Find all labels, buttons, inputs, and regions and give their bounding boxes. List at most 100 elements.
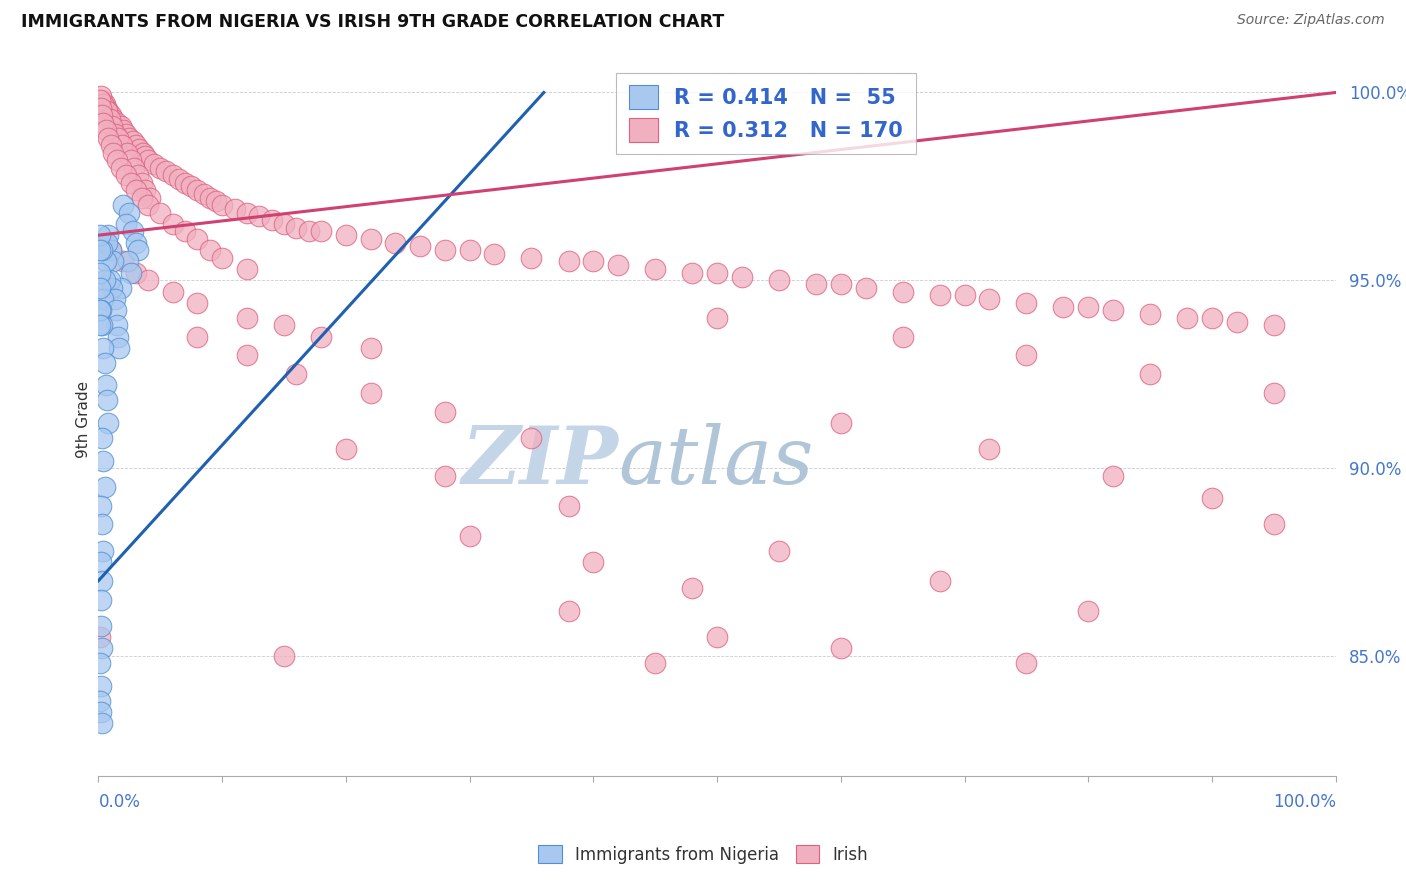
Point xyxy=(93,115,115,129)
Point xyxy=(830,416,852,430)
Point xyxy=(211,251,233,265)
Point xyxy=(273,318,295,333)
Point xyxy=(855,281,877,295)
Point xyxy=(91,318,114,333)
Point xyxy=(90,303,112,318)
Point xyxy=(139,191,162,205)
Point xyxy=(117,254,139,268)
Point xyxy=(100,108,122,122)
Point xyxy=(928,574,950,588)
Point xyxy=(93,96,115,111)
Point xyxy=(681,581,703,595)
Point xyxy=(1077,604,1099,618)
Text: 100.0%: 100.0% xyxy=(1272,793,1336,811)
Point xyxy=(335,228,357,243)
Point xyxy=(90,89,112,103)
Point xyxy=(107,130,129,145)
Point xyxy=(1102,468,1125,483)
Point xyxy=(520,431,543,445)
Point xyxy=(89,228,111,243)
Point xyxy=(122,224,145,238)
Point xyxy=(98,273,121,287)
Point xyxy=(1175,310,1198,325)
Point xyxy=(136,198,159,212)
Point xyxy=(891,285,914,299)
Point xyxy=(186,232,208,246)
Point xyxy=(105,115,128,129)
Point xyxy=(582,254,605,268)
Point xyxy=(162,217,184,231)
Point xyxy=(124,138,146,153)
Point xyxy=(706,630,728,644)
Point xyxy=(384,235,406,250)
Point xyxy=(607,258,630,272)
Point xyxy=(93,356,115,370)
Point xyxy=(224,202,246,216)
Text: atlas: atlas xyxy=(619,424,814,500)
Point xyxy=(285,367,308,381)
Point xyxy=(1263,386,1285,401)
Point xyxy=(120,153,142,167)
Point xyxy=(89,244,111,258)
Point xyxy=(93,341,115,355)
Text: IMMIGRANTS FROM NIGERIA VS IRISH 9TH GRADE CORRELATION CHART: IMMIGRANTS FROM NIGERIA VS IRISH 9TH GRA… xyxy=(21,13,724,31)
Point xyxy=(107,329,129,343)
Point xyxy=(90,555,112,569)
Point xyxy=(149,161,172,175)
Point xyxy=(111,138,134,153)
Point xyxy=(804,277,827,291)
Point xyxy=(127,168,149,182)
Point xyxy=(101,281,124,295)
Point xyxy=(118,130,141,145)
Point xyxy=(433,468,456,483)
Point xyxy=(89,281,111,295)
Point xyxy=(104,303,127,318)
Point xyxy=(93,273,115,287)
Point xyxy=(891,329,914,343)
Point xyxy=(953,288,976,302)
Point xyxy=(100,244,122,258)
Point xyxy=(103,254,125,268)
Point xyxy=(167,172,190,186)
Point xyxy=(830,277,852,291)
Point xyxy=(458,244,481,258)
Point xyxy=(143,157,166,171)
Point xyxy=(1201,310,1223,325)
Point xyxy=(186,295,208,310)
Point xyxy=(89,318,111,333)
Point xyxy=(198,191,221,205)
Point xyxy=(1015,348,1038,362)
Point xyxy=(100,244,122,258)
Point xyxy=(127,244,149,258)
Point xyxy=(1015,295,1038,310)
Point xyxy=(149,205,172,219)
Point xyxy=(115,145,138,160)
Point xyxy=(96,235,118,250)
Point xyxy=(731,269,754,284)
Point xyxy=(174,176,197,190)
Point xyxy=(1263,318,1285,333)
Point xyxy=(1201,491,1223,505)
Point xyxy=(285,220,308,235)
Point xyxy=(458,529,481,543)
Point xyxy=(681,266,703,280)
Point xyxy=(90,592,112,607)
Point xyxy=(96,393,118,408)
Point xyxy=(134,183,156,197)
Point xyxy=(120,176,142,190)
Point xyxy=(90,679,112,693)
Point xyxy=(90,705,112,719)
Point xyxy=(97,130,120,145)
Point xyxy=(94,254,117,268)
Point xyxy=(830,641,852,656)
Point xyxy=(124,235,146,250)
Point xyxy=(103,292,125,306)
Point xyxy=(582,555,605,569)
Point xyxy=(103,112,125,126)
Point xyxy=(128,142,150,156)
Point xyxy=(100,138,122,153)
Point xyxy=(114,127,136,141)
Point xyxy=(260,213,283,227)
Point xyxy=(120,266,142,280)
Point xyxy=(131,176,153,190)
